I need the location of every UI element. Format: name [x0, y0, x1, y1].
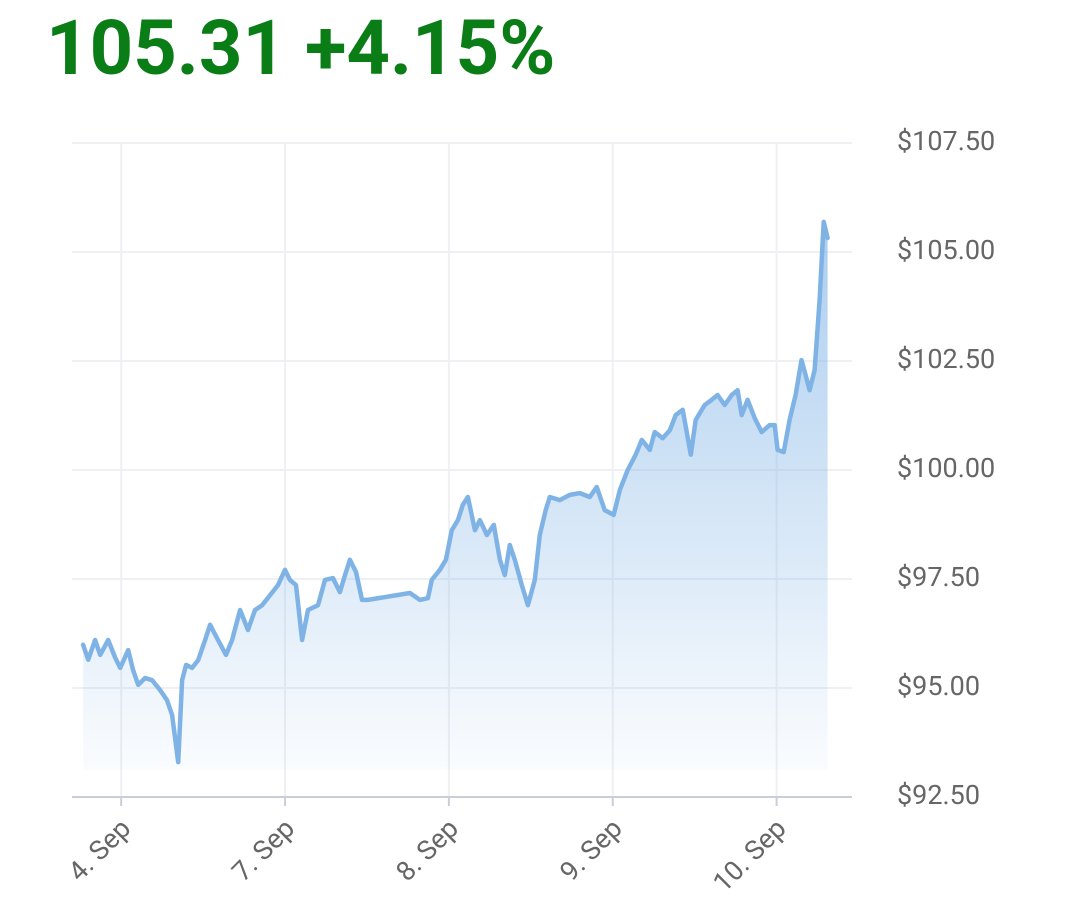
chart-title: 105.31 +4.15%: [46, 3, 555, 93]
price-line: [80, 219, 830, 765]
y-tick-label: $97.50: [897, 561, 980, 593]
area-fill: [83, 221, 828, 770]
y-tick-label: $107.50: [897, 125, 995, 157]
y-tick-label: $95.00: [897, 670, 980, 702]
y-tick-label: $105.00: [897, 234, 995, 266]
y-tick-label: $102.50: [897, 343, 995, 375]
y-tick-label: $92.50: [897, 779, 980, 811]
y-tick-label: $100.00: [897, 452, 995, 484]
